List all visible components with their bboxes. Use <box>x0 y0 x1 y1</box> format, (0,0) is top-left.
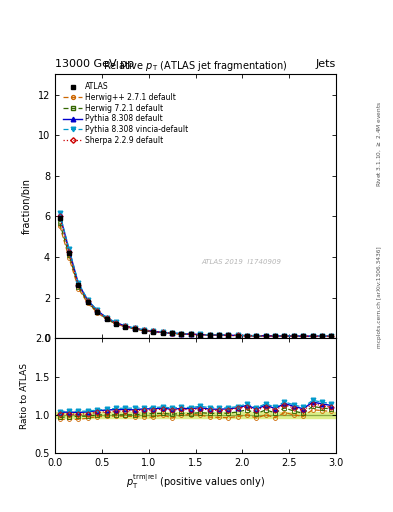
Text: mcplots.cern.ch [arXiv:1306.3436]: mcplots.cern.ch [arXiv:1306.3436] <box>377 246 382 348</box>
X-axis label: $p_\mathrm{T}^{\mathrm{trm|rel}}$ (positive values only): $p_\mathrm{T}^{\mathrm{trm|rel}}$ (posit… <box>126 472 265 490</box>
Text: ATLAS 2019  I1740909: ATLAS 2019 I1740909 <box>201 260 281 265</box>
Text: Jets: Jets <box>316 59 336 69</box>
Text: Rivet 3.1.10, $\geq$ 2.4M events: Rivet 3.1.10, $\geq$ 2.4M events <box>375 100 383 186</box>
Y-axis label: fraction/bin: fraction/bin <box>22 178 32 234</box>
Y-axis label: Ratio to ATLAS: Ratio to ATLAS <box>20 362 29 429</box>
Title: Relative $p_\mathrm{T}$ (ATLAS jet fragmentation): Relative $p_\mathrm{T}$ (ATLAS jet fragm… <box>103 59 288 73</box>
Text: 13000 GeV pp: 13000 GeV pp <box>55 59 134 69</box>
Bar <box>55 412 336 418</box>
Legend: ATLAS, Herwig++ 2.7.1 default, Herwig 7.2.1 default, Pythia 8.308 default, Pythi: ATLAS, Herwig++ 2.7.1 default, Herwig 7.… <box>62 81 190 146</box>
